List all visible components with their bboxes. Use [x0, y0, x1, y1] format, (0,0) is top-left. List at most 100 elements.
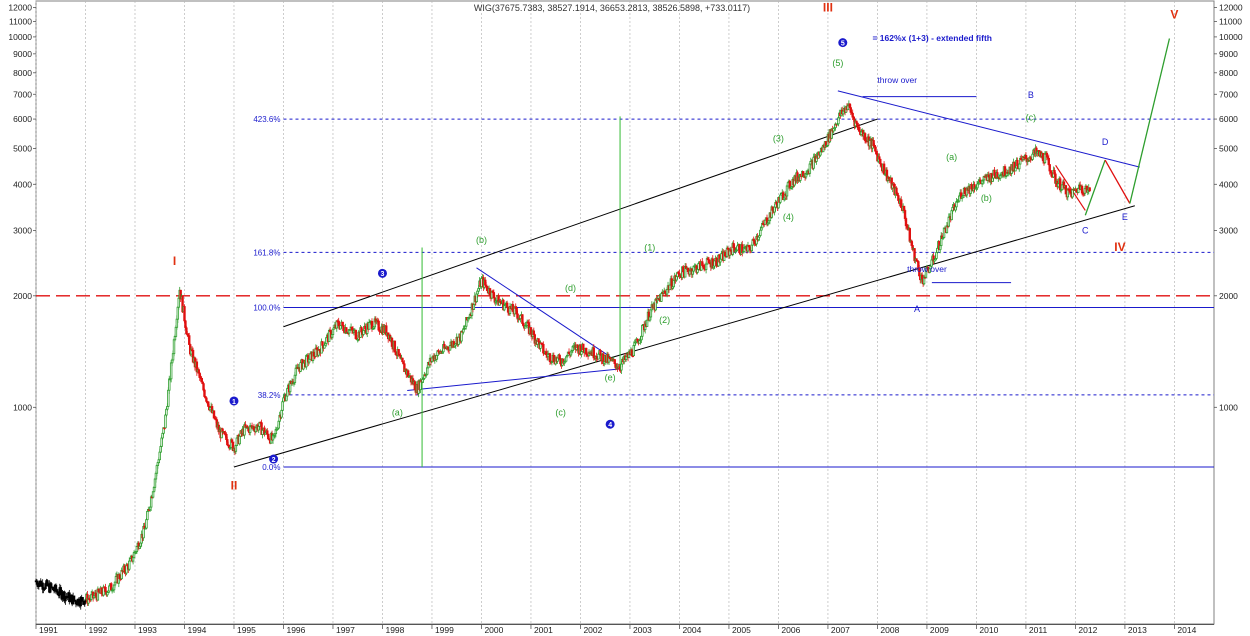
wave-label: V: [1170, 8, 1178, 22]
x-tick-label: 2014: [1177, 625, 1196, 635]
candle-body: [1083, 188, 1087, 194]
candle-body: [159, 446, 162, 453]
y-tick-label-right: 3000: [1219, 226, 1238, 236]
y-tick-label-right: 4000: [1219, 179, 1238, 189]
candle-body: [1031, 153, 1034, 160]
y-tick-label-left: 9000: [13, 49, 32, 59]
candles-layer: [34, 100, 1091, 610]
y-tick-label-left: 8000: [13, 68, 32, 78]
candle-body: [321, 341, 324, 346]
candle-body: [135, 545, 139, 552]
candle-body: [172, 339, 176, 355]
wave-label: II: [231, 478, 238, 492]
candle-body: [753, 240, 756, 245]
y-tick-label-right: 12000: [1219, 3, 1243, 13]
circled-wave-marker: [229, 396, 239, 406]
x-tick-label: 1998: [385, 625, 404, 635]
fib-level-label: 0.0%: [262, 463, 280, 472]
candle-body: [660, 293, 663, 302]
wave-label: (d): [565, 283, 576, 293]
candle-body: [613, 359, 616, 365]
candle-body: [151, 491, 155, 498]
circled-wave-marker: [269, 454, 279, 464]
x-tick-label: 2008: [880, 625, 899, 635]
chart-annotation: throw over: [877, 75, 917, 85]
candle-body: [900, 199, 903, 208]
candle-body: [131, 557, 135, 562]
wave-label: (5): [832, 58, 843, 68]
candle-body: [599, 350, 602, 355]
x-tick-label: 2013: [1128, 625, 1147, 635]
wave-label: (e): [605, 373, 616, 383]
y-tick-label-right: 7000: [1219, 89, 1238, 99]
wave-label: (1): [644, 243, 655, 253]
x-tick-label: 2001: [534, 625, 553, 635]
candle-body: [146, 510, 149, 521]
blue-trendline: [407, 368, 621, 392]
wave-label: I: [173, 254, 176, 268]
x-tick-label: 2007: [831, 625, 850, 635]
candle-body: [936, 247, 939, 253]
y-tick-label-left: 5000: [13, 143, 32, 153]
wave-label: B: [1028, 90, 1034, 100]
candle-body: [128, 560, 131, 570]
x-tick-label: 1995: [237, 625, 256, 635]
red-projection-line: [1055, 165, 1086, 211]
wave-label: (c): [1026, 112, 1037, 122]
projection-line: [1129, 38, 1171, 204]
wave-label: III: [823, 1, 833, 15]
candle-body: [908, 228, 911, 242]
candle-body: [323, 344, 326, 349]
circled-wave-marker: [605, 419, 615, 429]
candle-body: [1048, 164, 1051, 172]
plot-frame: [35, 0, 1215, 625]
y-tick-label-left: 7000: [13, 89, 32, 99]
x-tick-label: 1992: [88, 625, 107, 635]
candle-body: [759, 229, 762, 236]
candle-body: [1064, 185, 1068, 195]
candle-body: [157, 459, 160, 464]
x-tick-label: 1993: [138, 625, 157, 635]
axis-layer: 2000 2000 3000 3000 4000 4000 5000 5000 6000 6000…: [8, 3, 1243, 635]
candle-body: [188, 335, 191, 345]
candle-body: [281, 401, 284, 411]
candle-body: [1047, 157, 1050, 165]
fib-level-label: 161.8%: [253, 248, 280, 257]
fib-level-label: 423.6%: [253, 115, 280, 124]
fib-level-label: 38.2%: [258, 391, 281, 400]
wave-label: (4): [783, 212, 794, 222]
candle-body: [203, 389, 206, 397]
y-tick-label-left: 4000: [13, 179, 32, 189]
candle-body: [280, 409, 283, 418]
y-tick-label-right: 9000: [1219, 49, 1238, 59]
circled-wave-label: 1: [232, 399, 236, 406]
projection-line: [1084, 159, 1106, 216]
candle-body: [1018, 163, 1021, 170]
candle-body: [1088, 187, 1091, 192]
x-tick-label: 1991: [39, 625, 58, 635]
x-tick-label: 2006: [781, 625, 800, 635]
wave-label: (b): [981, 193, 992, 203]
candle-body: [460, 330, 463, 342]
candle-body: [158, 451, 161, 461]
y-tick-label-left: 1000: [13, 402, 32, 412]
chart-annotation: = 162%x (1+3) - extended fifth: [872, 33, 992, 43]
x-tick-label: 2003: [633, 625, 652, 635]
wave-label: C: [1082, 225, 1089, 235]
candle-body: [779, 194, 782, 203]
candle-body: [81, 597, 84, 602]
candle-body: [537, 338, 540, 343]
wave-label: D: [1102, 137, 1109, 147]
y-tick-label-left: 11000: [9, 17, 32, 27]
candle-body: [401, 357, 404, 363]
blue-trendline: [837, 90, 1140, 168]
y-tick-label-left: 10000: [8, 32, 32, 42]
wave-label: A: [914, 304, 920, 314]
x-tick-label: 2000: [484, 625, 503, 635]
y-tick-label-right: 8000: [1219, 68, 1238, 78]
y-tick-label-left: 12000: [8, 3, 32, 13]
candle-body: [294, 367, 298, 376]
y-tick-label-right: 10000: [1219, 32, 1243, 42]
x-tick-label: 2005: [732, 625, 751, 635]
